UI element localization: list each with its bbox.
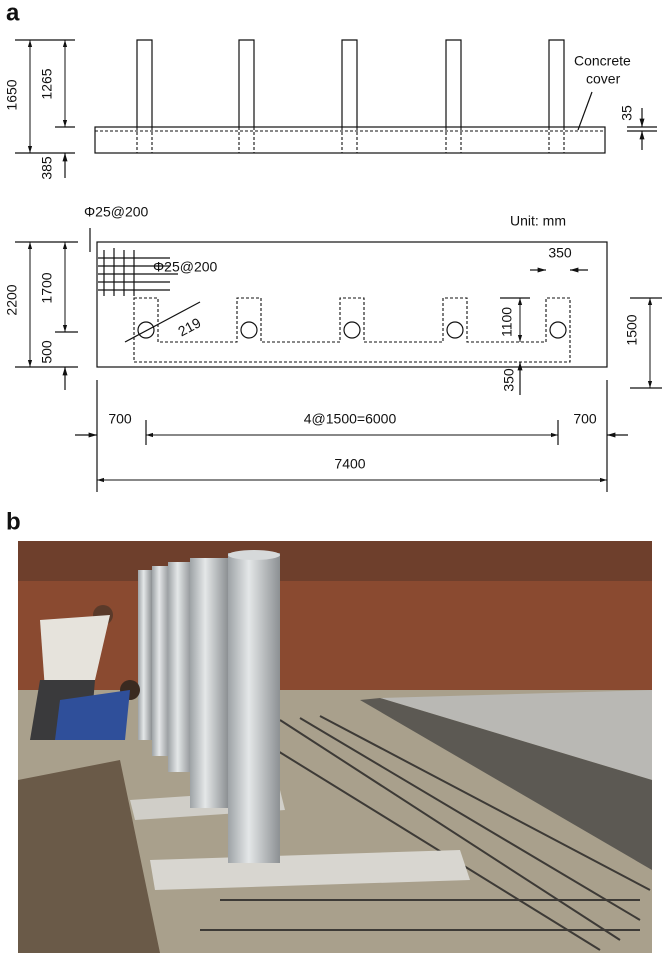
dim-label: 219 — [175, 314, 203, 339]
note: Concrete — [574, 53, 631, 69]
dim-label: 700 — [108, 411, 132, 427]
dim-label: 1500 — [624, 314, 640, 345]
post — [446, 40, 461, 127]
dim-label: 385 — [39, 156, 55, 180]
post — [239, 40, 254, 127]
rebar-label: Φ25@200 — [84, 204, 149, 220]
drawing-rect — [152, 566, 170, 756]
drawing-rect — [138, 570, 152, 740]
drawing-ellipse — [228, 550, 280, 560]
drawing-g — [137, 40, 564, 153]
photo — [18, 541, 652, 953]
dim-label: 35 — [619, 105, 635, 121]
unit: Unit: mm — [510, 213, 566, 229]
drawing-rect — [190, 558, 228, 808]
dim-label: 500 — [39, 340, 55, 364]
drawing-rect — [168, 562, 192, 772]
hole — [241, 322, 257, 338]
dim-label: 1700 — [39, 272, 55, 303]
hole — [447, 322, 463, 338]
dim-label: 1265 — [39, 68, 55, 99]
drawing-rect — [228, 553, 280, 863]
hole — [344, 322, 360, 338]
post — [137, 40, 152, 127]
elevation: 1650 1265 385 Concrete cover 35 — [4, 40, 657, 180]
panel-label: b — [6, 508, 21, 535]
post — [549, 40, 564, 127]
dim-label: 350 — [548, 245, 572, 261]
drawing-rect — [18, 541, 652, 581]
panel-label: a — [6, 0, 20, 26]
hole — [550, 322, 566, 338]
dim-label: 7400 — [334, 456, 365, 472]
hole — [138, 322, 154, 338]
dim-label: 700 — [573, 411, 597, 427]
dim-label: 1650 — [4, 79, 20, 110]
figure: a 1650 1265 385 Concrete cover 35 — [0, 0, 662, 953]
dim-label: 4@1500=6000 — [304, 411, 397, 427]
note: cover — [586, 71, 621, 87]
dim-label: 2200 — [4, 284, 20, 315]
plan: Φ25@200 Φ25@200 Unit: mm 350 219 1100 35… — [4, 204, 662, 492]
dim-label: 350 — [501, 368, 517, 392]
post — [342, 40, 357, 127]
rebar-label: Φ25@200 — [153, 259, 218, 275]
dim-label: 1100 — [499, 307, 515, 337]
drawing-line — [578, 92, 592, 130]
